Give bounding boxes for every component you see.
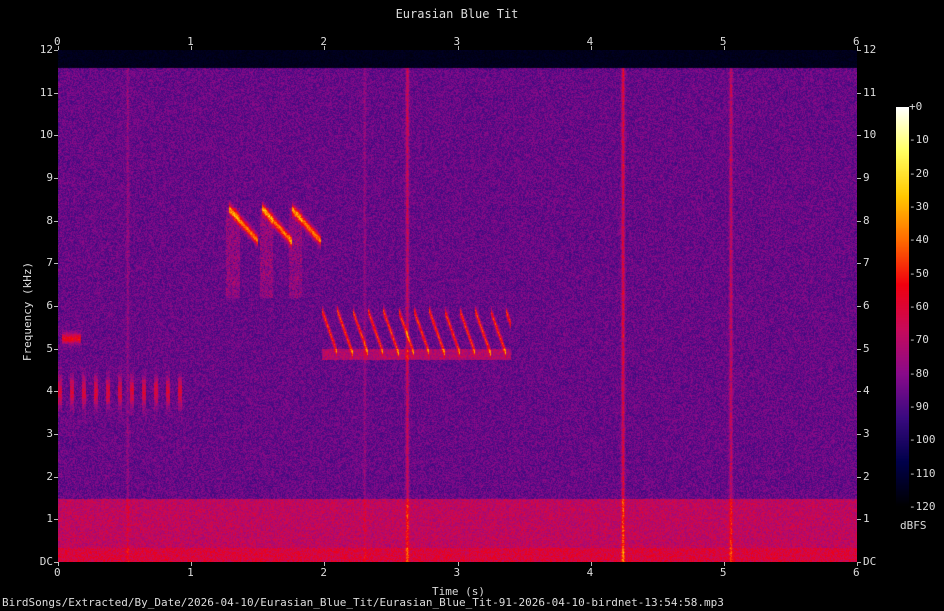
colorbar-tick-label: -60 (909, 300, 929, 313)
y-tick-label-right: 8 (863, 214, 870, 227)
x-tick (458, 46, 459, 50)
colorbar-tick-label: +0 (909, 100, 922, 113)
spectrogram-heatmap (58, 50, 857, 562)
y-tick-label-right: 1 (863, 512, 870, 525)
y-tick (54, 391, 58, 392)
y-tick (54, 519, 58, 520)
y-tick (857, 519, 861, 520)
x-tick-label-bottom: 6 (853, 566, 860, 579)
y-tick (857, 221, 861, 222)
colorbar-tick-label: -110 (909, 467, 936, 480)
colorbar-tick-label: -20 (909, 167, 929, 180)
y-tick-label-left: 4 (0, 384, 53, 397)
x-tick-label-bottom: 1 (187, 566, 194, 579)
file-path: BirdSongs/Extracted/By_Date/2026-04-10/E… (2, 596, 724, 609)
y-tick-label-left: 8 (0, 214, 53, 227)
x-tick-label-bottom: 4 (587, 566, 594, 579)
y-tick (857, 477, 861, 478)
y-tick-label-left: 2 (0, 470, 53, 483)
colorbar-tick-label: -50 (909, 267, 929, 280)
y-tick-label-left: 3 (0, 427, 53, 440)
y-tick-label-left: 9 (0, 171, 53, 184)
y-tick (857, 50, 861, 51)
x-tick (58, 562, 59, 566)
x-tick-label-bottom: 3 (454, 566, 461, 579)
y-tick (54, 135, 58, 136)
y-tick (857, 434, 861, 435)
y-tick-label-left: 1 (0, 512, 53, 525)
x-tick (191, 46, 192, 50)
y-tick (54, 221, 58, 222)
y-tick-label-right: 9 (863, 171, 870, 184)
colorbar-tick-label: -30 (909, 200, 929, 213)
y-tick-label-left: 12 (0, 43, 53, 56)
y-tick (54, 477, 58, 478)
y-tick (857, 135, 861, 136)
y-tick-label-right: 5 (863, 342, 870, 355)
x-tick (191, 562, 192, 566)
colorbar (896, 107, 909, 507)
y-tick-label-right: 11 (863, 86, 876, 99)
x-tick (58, 46, 59, 50)
y-tick (54, 178, 58, 179)
y-tick (54, 50, 58, 51)
x-tick (458, 562, 459, 566)
x-tick-label-bottom: 2 (320, 566, 327, 579)
y-tick (54, 562, 58, 563)
x-tick (324, 46, 325, 50)
y-tick-label-right: 6 (863, 299, 870, 312)
colorbar-tick-label: -120 (909, 500, 936, 513)
x-tick-label-bottom: 0 (54, 566, 61, 579)
y-tick-label-right: 12 (863, 43, 876, 56)
y-tick (857, 391, 861, 392)
y-tick (54, 263, 58, 264)
y-tick-label-right: 4 (863, 384, 870, 397)
colorbar-tick-label: -90 (909, 400, 929, 413)
y-tick (857, 93, 861, 94)
y-tick-label-right: 3 (863, 427, 870, 440)
y-tick-label-right: 10 (863, 128, 876, 141)
y-tick-label-left: DC (0, 555, 53, 568)
colorbar-tick-label: -10 (909, 133, 929, 146)
y-tick (54, 93, 58, 94)
y-tick-label-right: 2 (863, 470, 870, 483)
y-tick-label-right: DC (863, 555, 876, 568)
chart-title: Eurasian Blue Tit (0, 7, 914, 21)
colorbar-tick-label: -70 (909, 333, 929, 346)
y-tick-label-left: 11 (0, 86, 53, 99)
colorbar-tick-label: -40 (909, 233, 929, 246)
y-tick (857, 349, 861, 350)
y-tick (54, 349, 58, 350)
y-tick (857, 306, 861, 307)
y-tick (54, 306, 58, 307)
x-tick (724, 562, 725, 566)
y-tick (54, 434, 58, 435)
x-tick (724, 46, 725, 50)
x-tick-label-bottom: 5 (720, 566, 727, 579)
x-tick (591, 562, 592, 566)
y-tick (857, 562, 861, 563)
x-tick (324, 562, 325, 566)
colorbar-tick-label: -100 (909, 433, 936, 446)
y-axis-label: Frequency (kHz) (21, 262, 34, 361)
y-tick-label-right: 7 (863, 256, 870, 269)
x-tick (591, 46, 592, 50)
colorbar-label: dBFS (900, 519, 927, 532)
colorbar-tick-label: -80 (909, 367, 929, 380)
y-tick (857, 263, 861, 264)
y-tick-label-left: 10 (0, 128, 53, 141)
y-tick (857, 178, 861, 179)
